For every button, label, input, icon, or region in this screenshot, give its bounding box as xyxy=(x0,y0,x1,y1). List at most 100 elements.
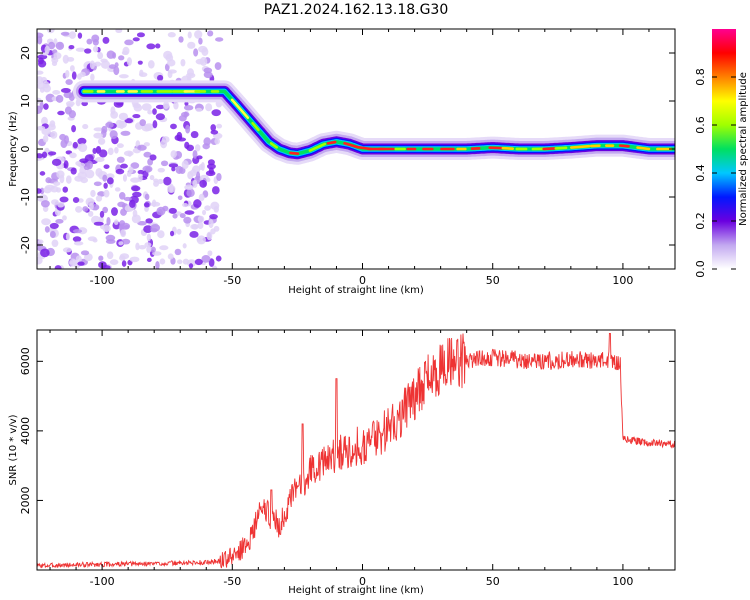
noise-blob xyxy=(128,166,134,174)
noise-blob xyxy=(187,31,192,39)
noise-blob xyxy=(103,164,110,169)
noise-blob xyxy=(98,149,108,158)
noise-blob xyxy=(214,62,222,70)
noise-blob xyxy=(102,225,111,232)
noise-blob xyxy=(80,250,90,256)
noise-blob xyxy=(131,214,141,224)
snr-series xyxy=(37,333,675,569)
noise-blob xyxy=(143,151,152,158)
noise-blob xyxy=(92,147,97,155)
noise-blob xyxy=(206,163,216,170)
noise-blob xyxy=(59,133,67,141)
noise-blob xyxy=(106,251,114,260)
noise-blob xyxy=(157,178,164,185)
noise-blob xyxy=(194,30,203,39)
noise-blob xyxy=(192,179,198,188)
noise-blob xyxy=(41,218,51,226)
noise-blob xyxy=(197,215,205,223)
x-tick-label: -100 xyxy=(90,274,115,287)
x-tick-label: -100 xyxy=(90,575,115,588)
noise-blob xyxy=(65,100,75,107)
noise-blob xyxy=(153,178,159,183)
noise-blob xyxy=(130,177,141,183)
noise-blob xyxy=(145,166,151,173)
noise-blob xyxy=(77,137,87,145)
noise-blob xyxy=(124,118,134,124)
noise-blob xyxy=(118,241,124,246)
snr-x-label: Height of straight line (km) xyxy=(288,585,424,596)
noise-blob xyxy=(132,114,141,119)
noise-blob xyxy=(57,201,65,208)
noise-blob xyxy=(127,151,132,157)
noise-blob xyxy=(122,174,128,182)
noise-blob xyxy=(69,152,77,159)
noise-blob xyxy=(155,260,160,269)
y-tick-label: -10 xyxy=(19,188,32,206)
noise-blob xyxy=(91,34,100,43)
noise-blob xyxy=(146,233,152,242)
noise-blob xyxy=(185,124,191,134)
colorbar-tick-label: 0.4 xyxy=(694,164,707,182)
colorbar-tick-label: 0.6 xyxy=(694,116,707,134)
ridge-peak xyxy=(230,98,250,119)
noise-blob xyxy=(149,154,157,161)
noise-blob xyxy=(123,196,132,202)
noise-blob xyxy=(184,184,194,191)
noise-blob xyxy=(190,223,199,230)
noise-blob xyxy=(187,41,196,49)
x-tick-label: -50 xyxy=(223,274,241,287)
noise-blob xyxy=(69,65,75,72)
noise-blob xyxy=(77,198,84,203)
y-tick-label: 6000 xyxy=(19,347,32,375)
noise-blob xyxy=(184,101,189,107)
ridge-peak xyxy=(501,146,515,150)
noise-blob xyxy=(88,210,94,217)
noise-blob xyxy=(172,213,178,219)
noise-blob xyxy=(89,60,95,70)
noise-blob xyxy=(156,206,166,216)
ridge-peak xyxy=(569,144,591,149)
noise-blob xyxy=(155,104,165,110)
noise-blob xyxy=(159,245,169,251)
noise-blob xyxy=(97,191,106,197)
noise-blob xyxy=(211,109,221,117)
noise-blob xyxy=(214,138,220,145)
noise-blob xyxy=(110,111,119,119)
noise-blob xyxy=(159,258,166,265)
noise-blob xyxy=(47,151,57,156)
noise-blob xyxy=(118,191,126,200)
noise-blob xyxy=(55,94,64,103)
noise-blob xyxy=(167,253,174,260)
noise-blob xyxy=(37,32,44,39)
noise-blob xyxy=(120,229,127,238)
noise-blob xyxy=(83,253,93,262)
noise-blob xyxy=(55,218,64,224)
noise-blob xyxy=(68,31,77,39)
noise-blob xyxy=(84,154,94,163)
noise-blob xyxy=(102,174,108,182)
noise-blob xyxy=(116,156,125,163)
noise-blob xyxy=(187,68,194,77)
noise-blob xyxy=(90,73,95,81)
x-tick-label: 100 xyxy=(612,575,633,588)
ridge-peak xyxy=(326,140,337,145)
noise-blob xyxy=(174,248,182,256)
noise-blob xyxy=(114,219,119,226)
ridge-peak xyxy=(269,142,279,149)
noise-blob xyxy=(169,230,175,237)
noise-blob xyxy=(201,255,211,263)
noise-blob xyxy=(39,86,45,93)
noise-blob xyxy=(176,131,183,141)
noise-blob xyxy=(178,36,184,43)
noise-blob xyxy=(120,130,131,136)
noise-blob xyxy=(141,124,152,132)
noise-blob xyxy=(42,134,49,143)
snr-plot-area xyxy=(37,333,675,569)
noise-blob xyxy=(176,259,183,265)
noise-blob xyxy=(179,213,186,219)
noise-blob xyxy=(152,108,157,115)
colorbar-tick-label: 0.8 xyxy=(694,68,707,86)
noise-blob xyxy=(77,261,85,266)
noise-blob xyxy=(71,71,77,80)
